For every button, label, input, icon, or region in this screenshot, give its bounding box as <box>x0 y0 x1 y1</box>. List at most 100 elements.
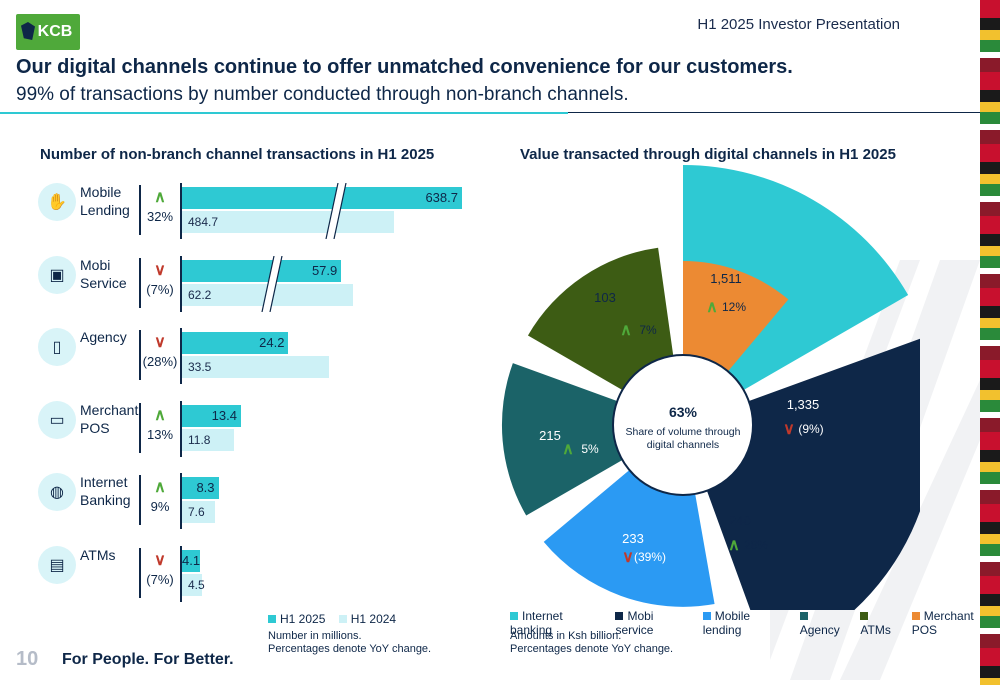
legend-label: Mobi service <box>615 609 654 637</box>
bar-value-h1-2025: 4.1 <box>182 552 201 568</box>
agent-phone-icon: ▯ <box>38 328 76 366</box>
bar-h1-2024 <box>182 501 216 523</box>
bar-value-h1-2025: 638.7 <box>425 190 458 205</box>
arrow-up-icon: ∧ <box>154 189 166 206</box>
slice-mobile-lending <box>543 463 715 607</box>
bar-value-h1-2024: 4.5 <box>188 577 205 592</box>
pos-terminal-icon: ▭ <box>38 400 76 439</box>
pie-notes: Amounts in Ksh billion. Percentages deno… <box>510 630 673 656</box>
slice-merchant-pos <box>683 261 789 380</box>
pie-note-yoy: Percentages denote YoY change. <box>510 643 674 655</box>
legend-swatch <box>860 612 869 620</box>
legend-label: ATMs <box>860 623 891 637</box>
bar-row: ◍ Internet Banking ∧ 9% 8.3 7.6 <box>38 473 478 533</box>
bar-category-label: Merchant POS <box>80 401 139 436</box>
footer-tagline: For People. For Better. <box>62 651 234 668</box>
yoy-change: (7%) <box>146 281 174 297</box>
arrow-up-icon: ∧ <box>728 537 740 554</box>
axis-break-icon <box>325 183 347 239</box>
slice-yoy-label: 12% <box>722 300 746 314</box>
bar-axis <box>180 545 182 602</box>
atm-card-icon: ▤ <box>38 545 76 584</box>
center-circle <box>612 354 754 496</box>
arrow-down-icon: ∨ <box>622 549 634 566</box>
legend-swatch <box>911 612 920 620</box>
bar-h1-2024 <box>182 211 394 233</box>
bar-notes: Number in millions. Percentages denote Y… <box>268 630 431 656</box>
bar-axis <box>180 400 182 457</box>
row-divider <box>139 475 141 525</box>
legend-swatch <box>615 612 624 620</box>
legend-label: Merchant POS <box>911 609 974 637</box>
bar-axis <box>180 255 182 312</box>
row-divider <box>139 547 141 598</box>
hand-coin-icon: ✋ <box>38 183 76 221</box>
arrow-up-icon: ∧ <box>620 322 632 339</box>
arrow-down-icon: ∨ <box>154 551 166 569</box>
bar-row: ✋ Mobile Lending ∧ 32% 638.7 484.7 <box>38 183 478 243</box>
bar-category-label: Mobi Service <box>80 256 127 291</box>
yoy-change: 13% <box>146 426 174 442</box>
yoy-change: 32% <box>146 209 174 224</box>
arrow-up-icon: ∧ <box>154 479 166 496</box>
bar-h1-2024 <box>182 356 330 378</box>
axis-break-icon <box>261 255 283 312</box>
arrow-up-icon: ∧ <box>706 299 718 316</box>
bar-h1-2025 <box>182 332 289 354</box>
legend-label: Mobile lending <box>702 609 751 637</box>
bar-axis <box>180 183 182 239</box>
bar-row: ▣ Mobi Service ∨ (7%) 57.9 62.2 <box>38 255 478 316</box>
bar-category-label: Internet Banking <box>80 474 131 508</box>
legend-item-h1-2024: H1 2024 <box>338 612 396 626</box>
slice-value-label: 215 <box>539 428 561 443</box>
bar-value-h1-2024: 484.7 <box>188 215 219 229</box>
bar-h1-2025 <box>182 549 201 572</box>
bar-value-h1-2024: 33.5 <box>188 360 212 374</box>
page-number: 10 <box>16 648 39 670</box>
legend-item-atms: ATMs <box>860 609 901 637</box>
center-text-line: Share of volume through <box>626 426 741 438</box>
bar-row: ▯ Agency ∨ (28%) 24.2 33.5 <box>38 328 478 388</box>
header-rule-teal <box>0 112 568 114</box>
yoy-change: (28%) <box>142 354 178 369</box>
bar-h1-2025 <box>182 259 342 282</box>
phone-bank-icon: ▣ <box>38 255 76 294</box>
bar-category-label: Mobile Lending <box>80 184 130 218</box>
row-divider <box>139 330 141 380</box>
bar-chart-title: Number of non-branch channel transaction… <box>40 146 435 163</box>
legend-swatch <box>799 612 808 620</box>
pie-note-units: Amounts in Ksh billion. <box>510 630 622 642</box>
bar-value-h1-2024: 62.2 <box>188 287 212 302</box>
bar-h1-2025 <box>182 404 241 427</box>
pie-legend: Internet banking Mobi service Mobile lendi… <box>510 609 1000 637</box>
bar-row: ▭ Merchant POS ∧ 13% 13.4 11.8 <box>38 400 478 461</box>
center-text-line: digital channels <box>647 439 719 451</box>
arrow-down-icon: ∨ <box>783 421 795 438</box>
legend-item-internet-banking: Internet banking <box>510 609 605 637</box>
header-rule-navy <box>568 112 980 113</box>
bar-note-units: Number in millions. <box>268 630 362 642</box>
slice-mobi-service <box>703 338 920 610</box>
legend-item-mobi-service: Mobi service <box>615 609 692 637</box>
slice-value-label: 240 <box>729 513 751 528</box>
slice-value-label: 1,335 <box>787 397 820 412</box>
row-divider <box>139 257 141 308</box>
presentation-title: H1 2025 Investor Presentation <box>697 16 900 33</box>
legend-swatch <box>510 612 518 620</box>
bar-category-label: Agency <box>80 329 127 345</box>
legend-item-agency: Agency <box>799 609 851 637</box>
legend-swatch <box>702 612 711 620</box>
bar-axis <box>180 473 182 529</box>
slice-value-label: 1,511 <box>710 271 742 286</box>
bar-value-h1-2025: 24.2 <box>259 335 285 350</box>
bar-value-h1-2024: 7.6 <box>188 505 205 519</box>
slice-yoy-label: 28% <box>744 538 768 552</box>
slice-yoy-label: (39%) <box>634 550 666 564</box>
legend-label: Internet banking <box>510 609 563 637</box>
legend-item-h1-2025: H1 2025 <box>268 612 325 626</box>
row-divider <box>139 185 141 235</box>
arrow-up-icon: ∧ <box>562 441 574 458</box>
pie-chart-title: Value transacted through digital channel… <box>520 146 896 163</box>
center-value: 63% <box>669 404 698 420</box>
